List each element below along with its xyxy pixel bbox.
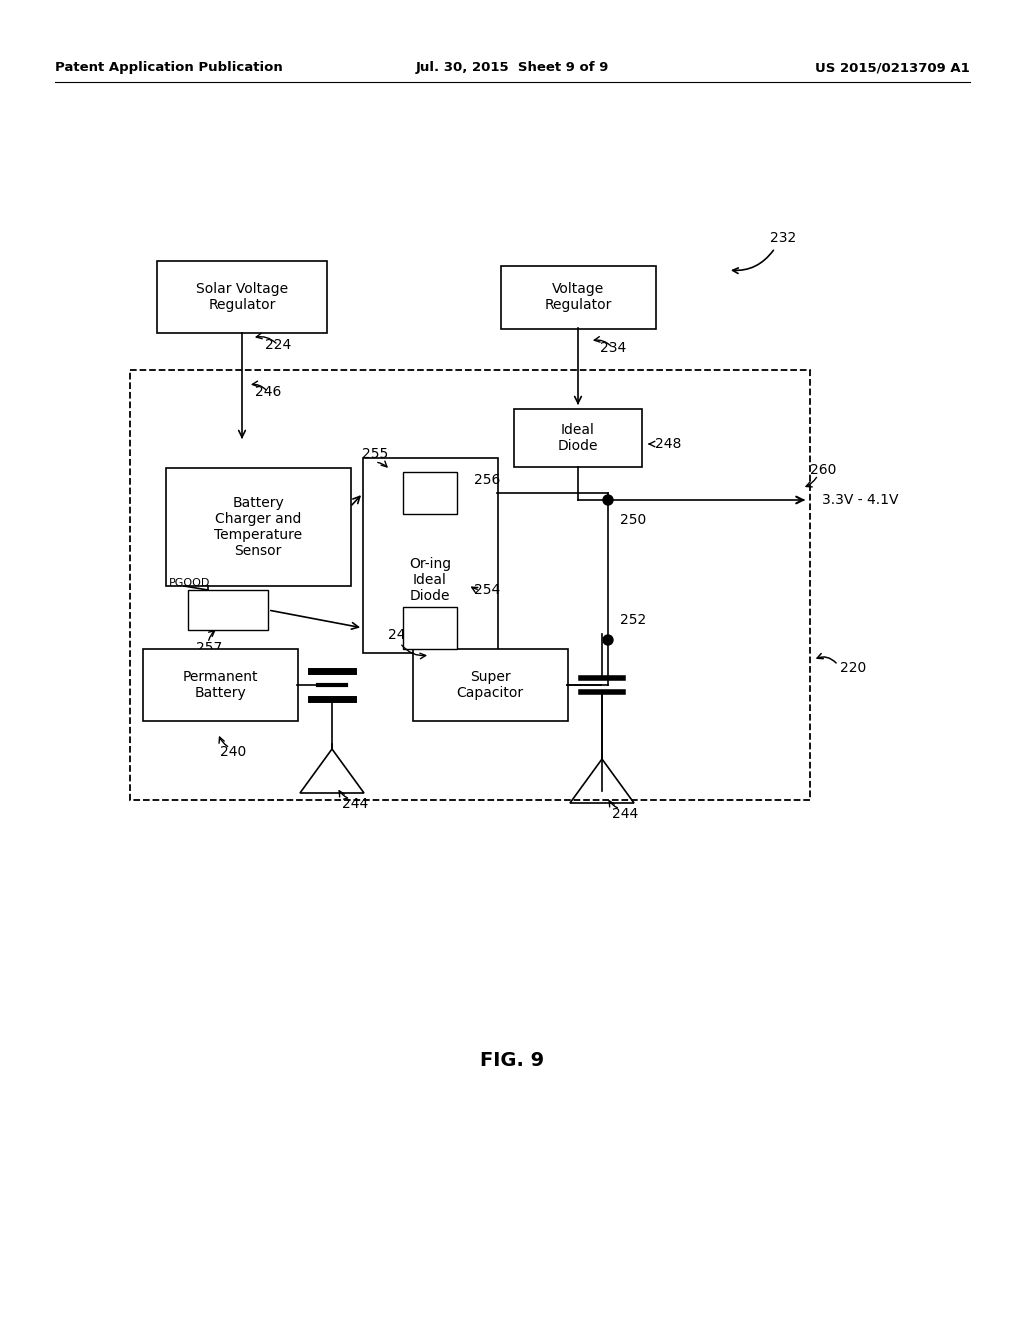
Text: 234: 234 [600, 341, 627, 355]
Text: Voltage
Regulator: Voltage Regulator [545, 282, 611, 312]
Text: 254: 254 [474, 583, 501, 597]
Text: Ideal
Diode: Ideal Diode [558, 422, 598, 453]
Text: 224: 224 [265, 338, 291, 352]
Text: 256: 256 [474, 473, 501, 487]
Text: 248: 248 [655, 437, 681, 451]
Circle shape [603, 635, 613, 645]
Bar [157, 261, 327, 333]
Bar [413, 649, 567, 721]
Bar [403, 473, 457, 513]
Text: 244: 244 [342, 797, 369, 810]
Text: 246: 246 [255, 385, 282, 399]
Text: Jul. 30, 2015  Sheet 9 of 9: Jul. 30, 2015 Sheet 9 of 9 [416, 62, 608, 74]
Bar [130, 370, 810, 800]
Text: 255: 255 [362, 447, 388, 461]
Circle shape [603, 495, 613, 506]
Text: 250: 250 [620, 513, 646, 527]
Text: 220: 220 [840, 661, 866, 675]
Bar [403, 607, 457, 649]
Text: 244: 244 [612, 807, 638, 821]
Text: 260: 260 [810, 463, 837, 477]
Bar [166, 469, 350, 586]
Text: Battery
Charger and
Temperature
Sensor: Battery Charger and Temperature Sensor [214, 496, 302, 558]
Text: 3.3V - 4.1V: 3.3V - 4.1V [822, 492, 898, 507]
Bar [501, 265, 655, 329]
Text: Super
Capacitor: Super Capacitor [457, 671, 523, 700]
Bar [514, 409, 642, 467]
Text: 240: 240 [220, 744, 246, 759]
Text: Permanent
Battery: Permanent Battery [182, 671, 258, 700]
Text: FIG. 9: FIG. 9 [480, 1051, 544, 1069]
Bar [188, 590, 268, 630]
Bar [362, 458, 498, 653]
Text: 257: 257 [196, 642, 222, 655]
Text: 232: 232 [770, 231, 797, 246]
Text: PGOOD: PGOOD [169, 578, 210, 587]
Text: Or-ing
Ideal
Diode: Or-ing Ideal Diode [409, 557, 451, 603]
Text: US 2015/0213709 A1: US 2015/0213709 A1 [815, 62, 970, 74]
Text: 242: 242 [388, 628, 415, 642]
Text: Patent Application Publication: Patent Application Publication [55, 62, 283, 74]
Bar [142, 649, 298, 721]
Text: 252: 252 [620, 612, 646, 627]
Text: Solar Voltage
Regulator: Solar Voltage Regulator [196, 282, 288, 312]
